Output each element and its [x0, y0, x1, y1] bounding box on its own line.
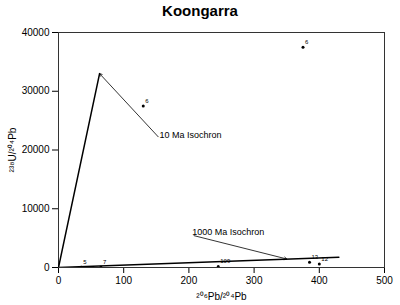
svg-text:5: 5 [83, 259, 87, 265]
svg-text:400: 400 [311, 275, 328, 286]
svg-text:7: 7 [103, 259, 107, 265]
svg-text:6: 6 [305, 39, 309, 45]
svg-text:12: 12 [321, 256, 328, 262]
svg-text:200: 200 [181, 275, 198, 286]
svg-text:100: 100 [115, 275, 132, 286]
svg-text:1000 Ma Isochron: 1000 Ma Isochron [192, 227, 264, 237]
svg-text:6: 6 [145, 98, 149, 104]
html-text:Koongarra: Koongarra [162, 2, 238, 19]
svg-text:500: 500 [376, 275, 393, 286]
svg-text:0: 0 [56, 275, 62, 286]
svg-text:0: 0 [44, 262, 50, 273]
svg-text:13: 13 [312, 254, 319, 260]
svg-text:40000: 40000 [22, 27, 50, 38]
svg-text:109: 109 [220, 258, 231, 264]
svg-text:10000: 10000 [22, 203, 50, 214]
svg-text:²³⁸U/²⁰⁴Pb: ²³⁸U/²⁰⁴Pb [7, 127, 18, 172]
svg-text:²⁰⁶Pb/²⁰⁴Pb: ²⁰⁶Pb/²⁰⁴Pb [196, 291, 247, 302]
svg-text:10 Ma Isochron: 10 Ma Isochron [160, 130, 222, 140]
svg-text:300: 300 [246, 275, 263, 286]
svg-text:20000: 20000 [22, 144, 50, 155]
svg-text:30000: 30000 [22, 85, 50, 96]
